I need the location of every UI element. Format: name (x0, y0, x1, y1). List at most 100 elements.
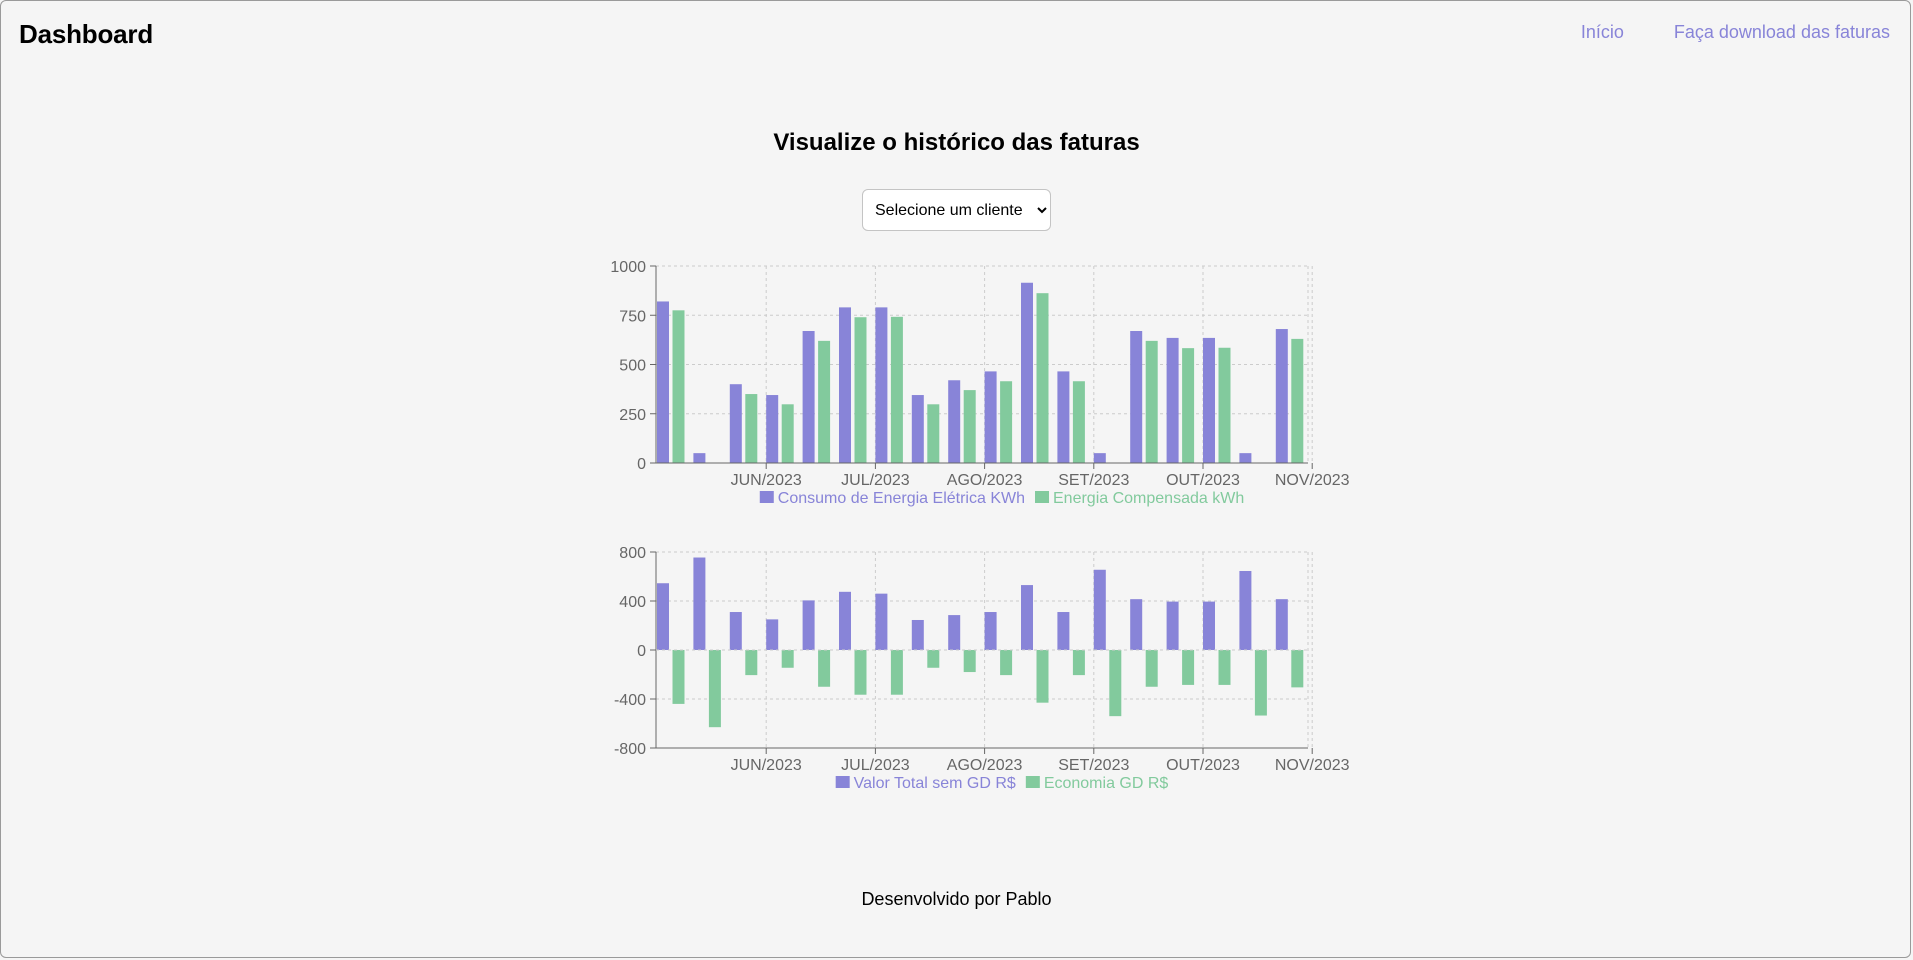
nav-link-inicio[interactable]: Início (1580, 22, 1624, 42)
top-nav: Início Faça download das faturas (1581, 22, 1890, 43)
bar-a[interactable] (1239, 570, 1252, 650)
bar-b[interactable] (781, 650, 794, 668)
bar-a[interactable] (1021, 282, 1033, 463)
brand-title: Dashboard (19, 19, 154, 49)
bar-b[interactable] (818, 650, 831, 687)
x-tick-label: SET/2023 (1058, 472, 1129, 489)
page-title: Visualize o histórico das faturas (773, 129, 1140, 156)
y-tick-label: 250 (619, 407, 646, 424)
x-tick-label: OUT/2023 (1166, 472, 1240, 489)
bar-a[interactable] (1166, 337, 1179, 463)
bar-a[interactable] (839, 307, 851, 463)
bar-a[interactable] (802, 600, 815, 650)
bar-b[interactable] (1036, 293, 1049, 463)
legend-label[interactable]: Economia GD R$ (1044, 775, 1169, 792)
bar-a[interactable] (984, 612, 997, 650)
bar-a[interactable] (875, 307, 888, 463)
client-select-wrapper: Selecione um cliente (862, 189, 1051, 231)
bar-a[interactable] (1093, 453, 1106, 463)
bar-a[interactable] (1130, 331, 1143, 463)
bar-b[interactable] (708, 650, 721, 728)
energy-chart: 0 250 500 750 1000 JUN/2023 JUL/2023 AGO/2023 SE… (610, 259, 1349, 507)
bar-b[interactable] (890, 316, 903, 463)
bar-b[interactable] (1036, 650, 1049, 703)
bar-a[interactable] (766, 619, 779, 650)
bar-a[interactable] (984, 371, 997, 463)
bar-b[interactable] (781, 404, 794, 463)
y-tick-label: 0 (637, 643, 646, 660)
footer-credit: Desenvolvido por Pablo (861, 889, 1052, 909)
bar-b[interactable] (745, 394, 758, 463)
bar-b[interactable] (1182, 348, 1195, 463)
x-tick-label: JUL/2023 (841, 472, 910, 489)
bar-a[interactable] (657, 583, 669, 650)
x-tick-label: AGO/2023 (947, 472, 1023, 489)
bar-a[interactable] (1275, 329, 1288, 463)
y-tick-label: 750 (619, 308, 646, 325)
bar-a[interactable] (729, 612, 742, 650)
bar-b[interactable] (1109, 650, 1122, 717)
bar-b[interactable] (745, 650, 758, 676)
y-tick-label: 800 (619, 545, 646, 562)
bar-b[interactable] (1182, 650, 1195, 685)
bar-a[interactable] (1275, 599, 1288, 650)
bar-a[interactable] (1057, 371, 1070, 463)
bar-a[interactable] (802, 331, 815, 463)
bar-b[interactable] (1218, 347, 1231, 463)
cost-chart: -800 -400 0 400 800 JUN/2023 JUL/2023 AGO/2023 S… (614, 545, 1350, 792)
bar-b[interactable] (1000, 650, 1013, 676)
bar-a[interactable] (1130, 599, 1143, 650)
bar-a[interactable] (1166, 601, 1179, 650)
bar-b[interactable] (672, 650, 685, 704)
bar-a[interactable] (1021, 585, 1033, 650)
bar-b[interactable] (1145, 650, 1158, 687)
bar-b[interactable] (890, 650, 903, 695)
legend-label[interactable]: Valor Total sem GD R$ (854, 775, 1016, 792)
x-tick-label: JUN/2023 (731, 757, 802, 774)
bar-b[interactable] (927, 404, 940, 463)
bar-a[interactable] (693, 453, 706, 463)
bar-b[interactable] (854, 650, 867, 695)
bar-a[interactable] (875, 593, 888, 650)
y-tick-label: -800 (614, 741, 646, 758)
legend-swatch (835, 776, 850, 788)
legend-label[interactable]: Energia Compensada kWh (1053, 490, 1244, 507)
y-tick-label: 500 (619, 358, 646, 375)
nav-link-download-faturas[interactable]: Faça download das faturas (1673, 22, 1890, 42)
bar-a[interactable] (693, 557, 706, 650)
bar-b[interactable] (1291, 338, 1304, 463)
bar-b[interactable] (1218, 650, 1231, 685)
bar-b[interactable] (1072, 650, 1085, 676)
bar-a[interactable] (1203, 601, 1215, 650)
bar-a[interactable] (911, 619, 924, 650)
bar-b[interactable] (854, 317, 867, 463)
bar-a[interactable] (1239, 453, 1252, 463)
bar-a[interactable] (766, 395, 779, 463)
y-tick-label: 1000 (610, 259, 646, 276)
bar-a[interactable] (911, 395, 924, 463)
bar-a[interactable] (839, 591, 851, 650)
bar-b[interactable] (672, 310, 685, 463)
bar-b[interactable] (963, 650, 976, 673)
bar-b[interactable] (1000, 381, 1013, 463)
bar-b[interactable] (963, 390, 976, 463)
legend-label[interactable]: Consumo de Energia Elétrica KWh (778, 490, 1025, 507)
bar-a[interactable] (1093, 569, 1106, 650)
y-tick-label: 400 (619, 594, 646, 611)
bar-a[interactable] (948, 615, 961, 650)
bar-b[interactable] (927, 650, 940, 668)
bar-b[interactable] (1145, 340, 1158, 463)
x-tick-label: JUL/2023 (841, 757, 910, 774)
bar-b[interactable] (1072, 381, 1085, 463)
bar-b[interactable] (1291, 650, 1304, 688)
bar-b[interactable] (818, 340, 831, 463)
bar-a[interactable] (657, 301, 669, 463)
bar-a[interactable] (729, 384, 742, 463)
bar-a[interactable] (948, 380, 961, 463)
y-tick-label: -400 (614, 692, 646, 709)
client-select[interactable]: Selecione um cliente (862, 189, 1051, 231)
bar-a[interactable] (1203, 337, 1215, 463)
bar-b[interactable] (1254, 650, 1267, 716)
bar-a[interactable] (1057, 612, 1070, 650)
